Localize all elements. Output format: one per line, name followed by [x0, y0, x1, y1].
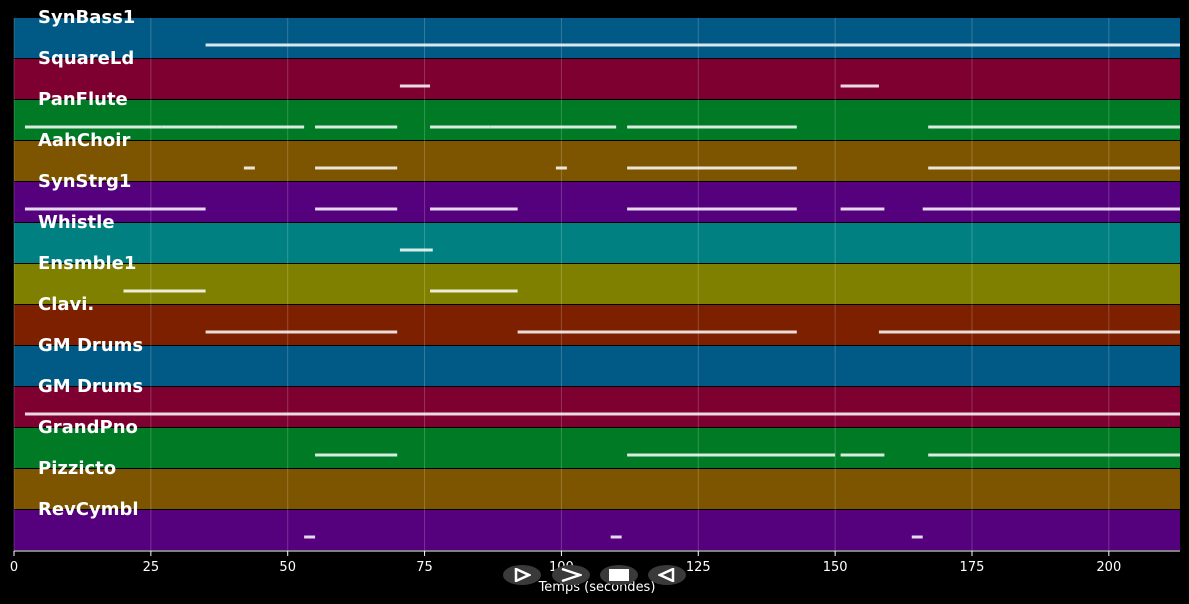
x-tick-label: 125	[685, 560, 711, 575]
note-segment	[627, 125, 797, 129]
track-label: Ensmble1	[38, 253, 137, 274]
track-label: GrandPno	[38, 417, 138, 438]
track-label: Clavi.	[38, 294, 95, 315]
x-tick-label: 200	[1096, 560, 1122, 575]
note-segment	[517, 330, 797, 334]
x-tick-label: 150	[822, 560, 848, 575]
track-label: GM Drums	[38, 376, 144, 397]
rewind-button[interactable]	[648, 565, 686, 585]
track-label: Pizzicto	[38, 458, 117, 479]
track-label: GM Drums	[38, 335, 144, 356]
note-segment	[216, 125, 305, 129]
note-segment	[840, 453, 885, 457]
x-tick-label: 0	[9, 560, 19, 575]
track-lane	[14, 141, 1180, 181]
track-lane	[14, 18, 1180, 58]
x-tick-label: 50	[279, 560, 296, 575]
x-tick-label: 25	[142, 560, 160, 575]
time-grid	[13, 18, 1110, 556]
play-button[interactable]	[503, 565, 541, 585]
note-segment	[555, 166, 567, 170]
note-segment	[243, 166, 255, 170]
note-segment	[840, 207, 885, 211]
note-segment	[840, 84, 879, 88]
note-segment	[399, 84, 431, 88]
note-segment	[928, 125, 1180, 129]
note-segment	[315, 125, 398, 129]
fast-forward-icon	[561, 568, 582, 582]
note-segment	[161, 125, 217, 129]
fast-forward-button[interactable]	[552, 565, 590, 585]
track-lane	[14, 264, 1180, 304]
note-segment	[928, 453, 1180, 457]
note-segment	[490, 125, 551, 129]
stop-button[interactable]	[600, 565, 638, 585]
note-segment	[205, 43, 1180, 47]
note-segment	[911, 535, 923, 539]
note-segment	[430, 125, 491, 129]
note-segment	[24, 207, 206, 211]
track-label: SynBass1	[38, 7, 136, 28]
note-segment	[430, 289, 518, 293]
play-icon	[514, 568, 531, 582]
note-segment	[24, 412, 1180, 416]
note-segment	[928, 166, 1180, 170]
x-tick-label: 175	[959, 560, 985, 575]
track-lane	[14, 305, 1180, 345]
note-segment	[550, 125, 617, 129]
track-lane	[14, 387, 1180, 427]
note-segment	[627, 166, 797, 170]
note-segment	[24, 125, 162, 129]
track-lane	[14, 100, 1180, 140]
track-lanes	[14, 18, 1180, 550]
track-label: AahChoir	[38, 130, 131, 151]
note-segment	[205, 330, 398, 334]
track-lane	[14, 510, 1180, 550]
note-segment	[627, 207, 797, 211]
stop-icon	[609, 569, 629, 581]
note-segment	[922, 207, 1180, 211]
track-lane	[14, 223, 1180, 263]
note-segment	[123, 289, 206, 293]
track-lane	[14, 182, 1180, 222]
track-label: SquareLd	[38, 48, 135, 69]
note-segment	[304, 535, 316, 539]
note-segment	[315, 453, 398, 457]
note-segment	[430, 207, 518, 211]
note-segment	[315, 166, 398, 170]
track-label: SynStrg1	[38, 171, 132, 192]
note-segment	[399, 248, 433, 252]
note-segment	[315, 207, 398, 211]
track-label: Whistle	[38, 212, 115, 233]
note-segments	[24, 43, 1180, 539]
track-lane	[14, 346, 1180, 386]
track-lane	[14, 469, 1180, 509]
note-segment	[878, 330, 1180, 334]
x-tick-label: 75	[416, 560, 433, 575]
track-label: PanFlute	[38, 89, 128, 110]
track-label: RevCymbl	[38, 499, 139, 520]
track-lane	[14, 59, 1180, 99]
x-axis-title: Temps (secondes)	[538, 580, 656, 595]
note-segment	[627, 453, 836, 457]
track-lane	[14, 428, 1180, 468]
note-segment	[610, 535, 622, 539]
rewind-icon	[658, 568, 675, 582]
